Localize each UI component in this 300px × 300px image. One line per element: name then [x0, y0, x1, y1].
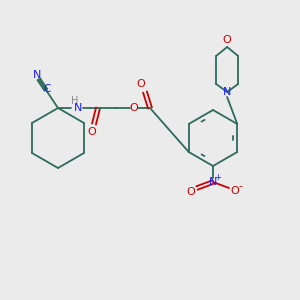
Text: O: O: [88, 127, 96, 137]
Text: O: O: [136, 79, 146, 89]
Text: O: O: [231, 186, 239, 196]
Text: +: +: [214, 173, 221, 182]
Text: C: C: [43, 84, 51, 94]
Text: O: O: [223, 35, 232, 45]
Text: N: N: [223, 87, 231, 97]
Text: O: O: [130, 103, 138, 113]
Text: N: N: [33, 70, 41, 80]
Text: O: O: [187, 187, 195, 197]
Text: -: -: [238, 181, 242, 191]
Text: N: N: [209, 177, 217, 187]
Text: H: H: [71, 96, 79, 106]
Text: N: N: [74, 103, 82, 113]
